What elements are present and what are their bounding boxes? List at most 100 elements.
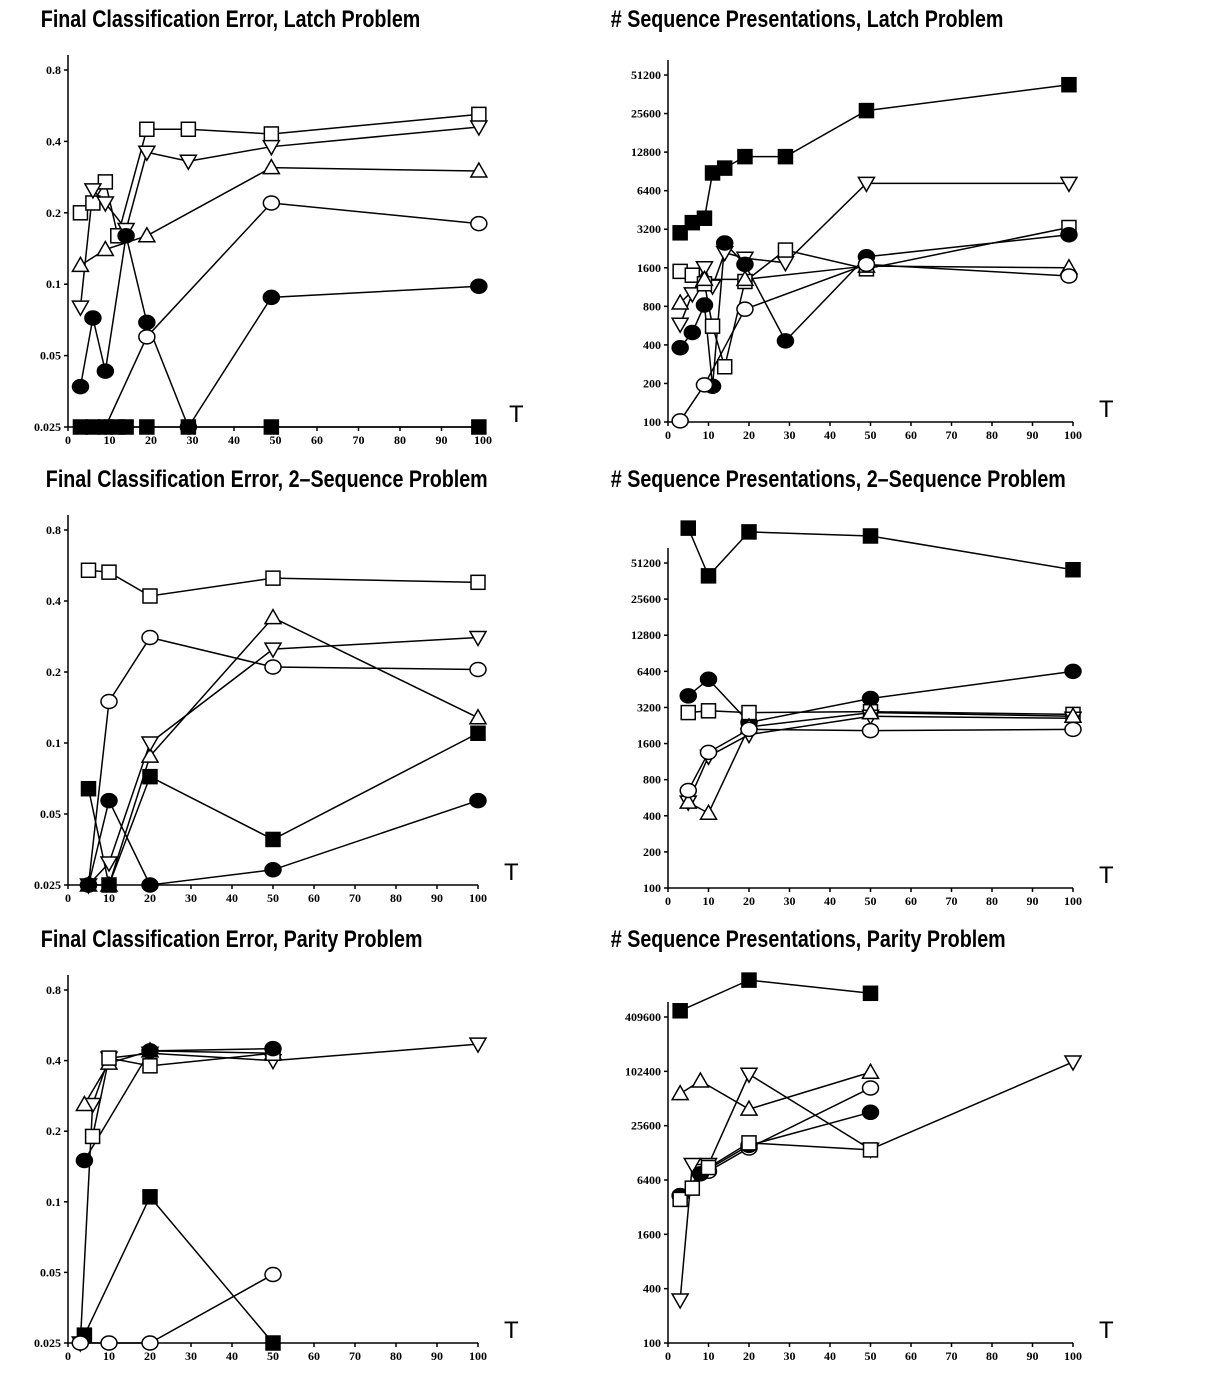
filled-circle-marker bbox=[71, 378, 90, 395]
x-tick-label: 60 bbox=[905, 428, 917, 442]
open-circle-marker bbox=[141, 629, 159, 646]
series-line-filled-square bbox=[679, 979, 871, 1012]
chart-title: Final Classification Error, Latch Proble… bbox=[40, 6, 421, 33]
chart-panel-err-2seq: Final Classification Error, 2–Sequence P… bbox=[34, 460, 635, 915]
open-square-marker bbox=[72, 205, 89, 221]
x-tick-label: 30 bbox=[784, 1349, 796, 1363]
x-tick-label: 100 bbox=[1064, 894, 1082, 908]
open-up-triangle-marker bbox=[739, 1099, 759, 1116]
open-up-triangle-marker bbox=[861, 703, 880, 720]
x-tick-label: 40 bbox=[228, 433, 240, 447]
y-tick-label: 12800 bbox=[631, 628, 661, 642]
y-tick-label: 0.4 bbox=[46, 594, 61, 608]
open-square-marker bbox=[672, 1191, 688, 1208]
chart-panel-seq-2seq: # Sequence Presentations, 2–Sequence Pro… bbox=[600, 460, 1200, 915]
open-up-triangle-marker bbox=[71, 255, 90, 273]
x-tick-label: 10 bbox=[104, 433, 116, 447]
x-tick-label: 30 bbox=[185, 1349, 197, 1363]
open-square-marker bbox=[680, 704, 696, 721]
open-up-triangle-marker bbox=[75, 1094, 94, 1112]
x-tick-label: 40 bbox=[824, 1349, 836, 1363]
x-tick-label: 100 bbox=[474, 433, 492, 447]
open-down-triangle-marker bbox=[1063, 1055, 1083, 1072]
open-square-marker bbox=[142, 1058, 158, 1074]
filled-square-marker bbox=[470, 725, 486, 741]
open-down-triangle-marker bbox=[137, 145, 157, 162]
open-square-marker bbox=[700, 703, 717, 719]
filled-square-marker bbox=[1065, 561, 1081, 578]
open-down-triangle-marker bbox=[857, 176, 876, 193]
x-tick-label: 70 bbox=[946, 428, 958, 442]
y-tick-label: 3200 bbox=[637, 222, 661, 236]
x-tick-label: 30 bbox=[187, 433, 199, 447]
open-square-marker bbox=[684, 267, 701, 283]
filled-circle-marker bbox=[679, 688, 697, 704]
x-tick-label: 10 bbox=[103, 891, 115, 905]
chart-err-latch: 0.025 0.05 0.1 0.2 0.4 0.8 0 10 20 30 40 50 60 70 80 90… bbox=[34, 55, 524, 447]
open-square-marker bbox=[862, 1142, 879, 1158]
chart-panel-err-parity: Final Classification Error, Parity Probl… bbox=[30, 920, 630, 1375]
chart-seq-latch: 100 200 400 800 1600 3200 6400 12800 25600 51200 0… bbox=[631, 60, 1114, 442]
open-square-marker bbox=[684, 1180, 701, 1196]
x-tick-label: 50 bbox=[270, 433, 282, 447]
open-square-marker bbox=[84, 1128, 101, 1145]
y-tick-label: 0.2 bbox=[46, 1124, 61, 1138]
series-line-open-circle bbox=[80, 1273, 274, 1344]
filled-square-marker bbox=[858, 102, 875, 119]
x-tick-label: 40 bbox=[226, 891, 238, 905]
filled-circle-marker bbox=[141, 1043, 159, 1059]
filled-square-marker bbox=[265, 831, 281, 848]
y-tick-label: 0.025 bbox=[34, 878, 61, 892]
y-tick-label: 3200 bbox=[637, 700, 661, 714]
series-line-filled-circle bbox=[679, 1111, 871, 1197]
y-tick-label: 800 bbox=[643, 299, 661, 313]
filled-circle-marker bbox=[75, 1152, 94, 1169]
x-tick-label: 80 bbox=[986, 428, 998, 442]
series-line-open-up-triangle bbox=[80, 166, 479, 267]
y-tick-label: 0.1 bbox=[46, 736, 61, 750]
open-down-triangle-marker bbox=[140, 736, 160, 753]
filled-circle-marker bbox=[262, 289, 281, 306]
x-tick-label: 20 bbox=[743, 428, 755, 442]
filled-square-marker bbox=[777, 148, 794, 165]
open-up-triangle-marker bbox=[699, 803, 718, 820]
open-circle-marker bbox=[264, 1266, 282, 1283]
open-down-triangle-marker bbox=[99, 856, 119, 873]
y-tick-label: 400 bbox=[643, 338, 661, 352]
y-tick-label: 100 bbox=[643, 881, 661, 895]
filled-square-marker bbox=[862, 985, 879, 1002]
y-tick-label: 1600 bbox=[637, 1227, 661, 1241]
open-down-triangle-marker bbox=[670, 317, 690, 334]
open-square-marker bbox=[470, 574, 486, 591]
series-line-filled-circle bbox=[87, 798, 479, 886]
open-circle-marker bbox=[100, 693, 118, 710]
filled-circle-marker bbox=[1064, 663, 1082, 680]
x-tick-label: 60 bbox=[905, 1349, 917, 1363]
open-down-triangle-marker bbox=[83, 183, 103, 200]
x-tick-label: 100 bbox=[469, 891, 487, 905]
x-axis-label: T bbox=[509, 401, 524, 428]
chart-title: # Sequence Presentations, Latch Problem bbox=[610, 6, 1004, 33]
x-tick-label: 40 bbox=[824, 894, 836, 908]
y-tick-label: 6400 bbox=[637, 1173, 661, 1187]
series-line-open-up-triangle bbox=[679, 1071, 871, 1110]
series-line-open-circle bbox=[104, 202, 479, 428]
x-tick-label: 70 bbox=[353, 433, 365, 447]
open-down-triangle-marker bbox=[1059, 176, 1079, 193]
chart-title: Final Classification Error, 2–Sequence P… bbox=[45, 466, 488, 493]
open-up-triangle-marker bbox=[469, 161, 489, 178]
y-tick-label: 0.025 bbox=[34, 420, 61, 434]
filled-circle-marker bbox=[96, 363, 115, 379]
open-down-triangle-marker bbox=[262, 139, 281, 157]
chart-title: # Sequence Presentations, Parity Problem bbox=[610, 926, 1006, 953]
filled-square-marker bbox=[741, 524, 757, 540]
y-tick-label: 0.025 bbox=[34, 1336, 61, 1350]
x-tick-label: 30 bbox=[185, 891, 197, 905]
x-tick-label: 80 bbox=[986, 894, 998, 908]
chart-title: Final Classification Error, Parity Probl… bbox=[40, 926, 423, 953]
open-up-triangle-marker bbox=[695, 269, 714, 287]
filled-square-marker bbox=[696, 210, 713, 226]
filled-circle-marker bbox=[699, 671, 718, 687]
open-up-triangle-marker bbox=[140, 746, 160, 763]
filled-square-marker bbox=[716, 160, 733, 176]
